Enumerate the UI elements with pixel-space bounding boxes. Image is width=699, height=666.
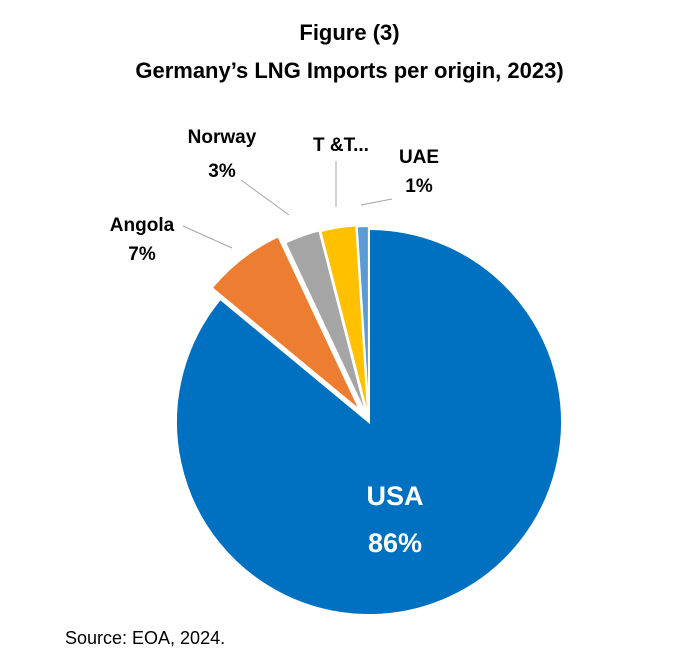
leader-line-uae (360, 198, 393, 206)
pie-slice-usa (175, 227, 563, 616)
pie-slices (175, 224, 563, 616)
slice-value-usa: 86% (368, 528, 422, 558)
slice-label-t-t: T &T... (313, 135, 369, 156)
slice-label-norway: Norway (188, 127, 257, 148)
pie-slice-angola (210, 234, 362, 412)
figure-number: Figure (3) (299, 20, 400, 45)
leader-lines (182, 161, 393, 249)
source-note: Source: EOA, 2024. (65, 628, 226, 648)
slice-labels: USA 86% Angola 7% Norway 3% T &T... UAE 1% (110, 127, 439, 558)
slice-label-uae: UAE (399, 147, 439, 168)
chart-title: Germany’s LNG Imports per origin, 2023) (135, 58, 564, 83)
leader-line-angola (182, 225, 233, 249)
leader-line-norway (240, 179, 290, 216)
slice-label-angola: Angola (110, 215, 175, 236)
slice-value-norway: 3% (208, 161, 236, 182)
slice-value-angola: 7% (128, 244, 156, 265)
pie-slice-uae (355, 225, 370, 420)
slice-value-uae: 1% (405, 176, 433, 197)
slice-label-usa: USA (366, 481, 423, 511)
